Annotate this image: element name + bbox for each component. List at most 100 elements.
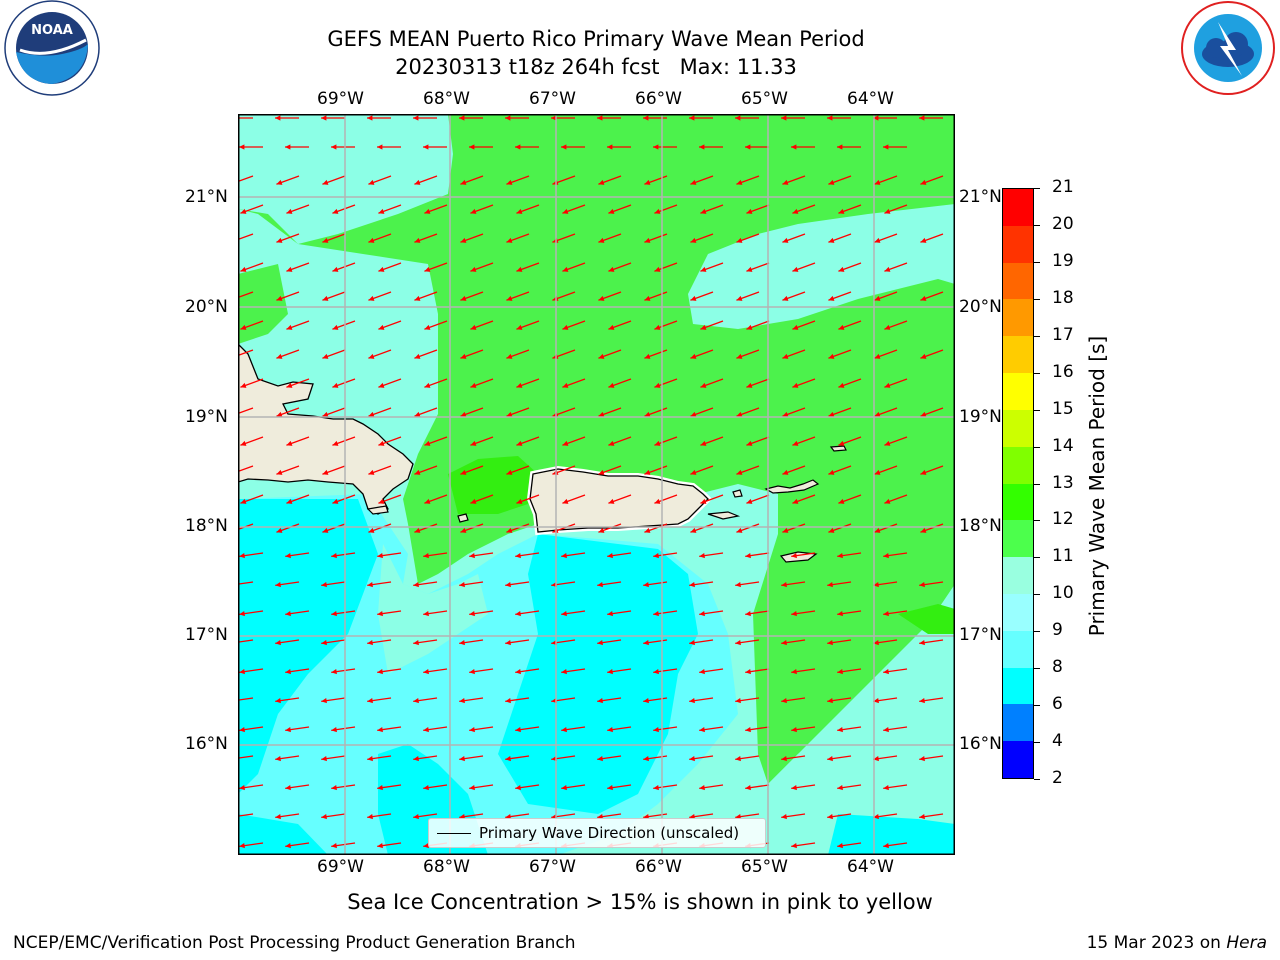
wave-arrow-head [690,353,697,359]
wave-arrow-head [883,611,889,617]
graticule [238,114,955,855]
period-field-6-8-west [238,499,378,794]
wave-arrow-head [469,785,475,791]
wave-arrow-head [322,353,329,359]
wave-arrow-head [423,611,429,617]
wave-arrow-head [423,785,429,791]
wave-arrow-head [516,382,523,388]
colorbar-tick-label: 13 [1052,472,1074,493]
wave-arrow-head [414,295,421,301]
wave-arrow-head [828,411,835,417]
wave-arrow-head [736,469,743,475]
wave-arrow-head [791,669,797,675]
wave-arrow-head [607,611,613,617]
wave-arrow-head [736,353,743,359]
wave-arrow-head [506,353,513,359]
colorbar-segment [1003,299,1033,337]
wave-arrow-head [690,469,697,475]
wave-arrow-head [700,498,707,504]
wave-arrow-head [331,553,337,559]
wave-arrow-head [460,353,467,359]
wave-arrow-head [736,179,743,185]
wave-arrow-head [919,115,925,121]
wave-arrow-head [470,324,477,330]
wave-arrow-head [873,582,879,588]
wave-arrow-head [690,237,697,243]
colorbar-segment [1003,336,1033,374]
colorbar-tick-label: 9 [1052,620,1063,641]
wave-arrow-head [653,553,659,559]
wave-arrow-head [276,527,283,533]
anegada-island [829,445,847,452]
wave-arrow-head [792,324,799,330]
wave-arrow-head [690,527,697,533]
period-field-6-8-central [498,534,698,814]
lon-label-bottom-69w: 69°W [317,857,364,877]
wave-arrow-head [332,498,339,504]
wave-arrow-head [883,843,889,849]
wave-arrow [238,349,254,357]
colorbar-tick-mark [1034,335,1040,337]
colorbar-tick-label: 14 [1052,435,1074,456]
wave-arrow-head [644,237,651,243]
wave-arrow-head [653,611,659,617]
wave-arrow-head [838,440,845,446]
wave-arrow-head [239,144,245,150]
wave-arrow-head [276,295,283,301]
colorbar-tick-label: 10 [1052,583,1074,604]
wave-arrow-head [286,382,293,388]
wave-arrow-head [516,498,523,504]
wave-arrow-head [275,582,281,588]
colorbar-tick-label: 4 [1052,731,1063,752]
wave-arrow-head [506,527,513,533]
wave-arrow-head [920,469,927,475]
wave-arrow-head [505,814,511,820]
wave-arrow-head [561,669,567,675]
wave-arrow-head [367,814,373,820]
wave-arrow-head [597,698,603,704]
wave-arrow-head [827,115,833,121]
wave-arrow-head [608,440,615,446]
wave-arrow-head [884,266,891,272]
colorbar-tick-mark [1034,520,1040,522]
colorbar-tick-mark [1034,261,1040,263]
footer-right: 15 Mar 2023 on Hera [1087,933,1267,953]
wave-arrow-head [378,382,385,388]
wave-arrow-head [643,756,649,762]
wave-arrow [238,291,254,299]
wave-arrow-head [837,669,843,675]
colorbar-tick-mark [1034,668,1040,670]
wave-arrow-head [874,469,881,475]
sea-ice-note: Sea Ice Concentration > 15% is shown in … [347,890,933,914]
wave-arrow-head [736,295,743,301]
wave-arrow-head [597,582,603,588]
wave-arrow-head [414,353,421,359]
colorbar-segment [1003,189,1033,226]
wave-arrow-head [746,324,753,330]
wave-arrow-head [423,669,429,675]
wave-arrow-head [838,324,845,330]
wave-arrow-head [321,814,327,820]
wave-arrow-head [792,498,799,504]
wave-arrow-head [837,553,843,559]
colorbar-tick-mark [1034,779,1040,780]
wave-arrow-head [377,669,383,675]
wave-arrow-head [782,469,789,475]
wave-arrow-head [736,411,743,417]
wave-arrow-head [331,843,337,849]
wave-arrow-head [735,814,741,820]
wave-arrow-head [561,553,567,559]
wave-arrow-head [700,208,707,214]
wave-arrow-head [286,440,293,446]
wave-arrow-head [873,698,879,704]
period-field-9-10-south [378,544,488,674]
wave-arrow-head [515,553,521,559]
wave-arrow-head [423,144,429,150]
period-field-6-8-southwest [238,814,328,855]
wave-arrow-head [745,669,751,675]
wave-arrow-head [469,611,475,617]
lon-label-top-67w: 67°W [529,89,576,109]
wave-arrow-head [377,843,383,849]
wave-arrow-head [919,814,925,820]
wave-arrow-head [276,411,283,417]
